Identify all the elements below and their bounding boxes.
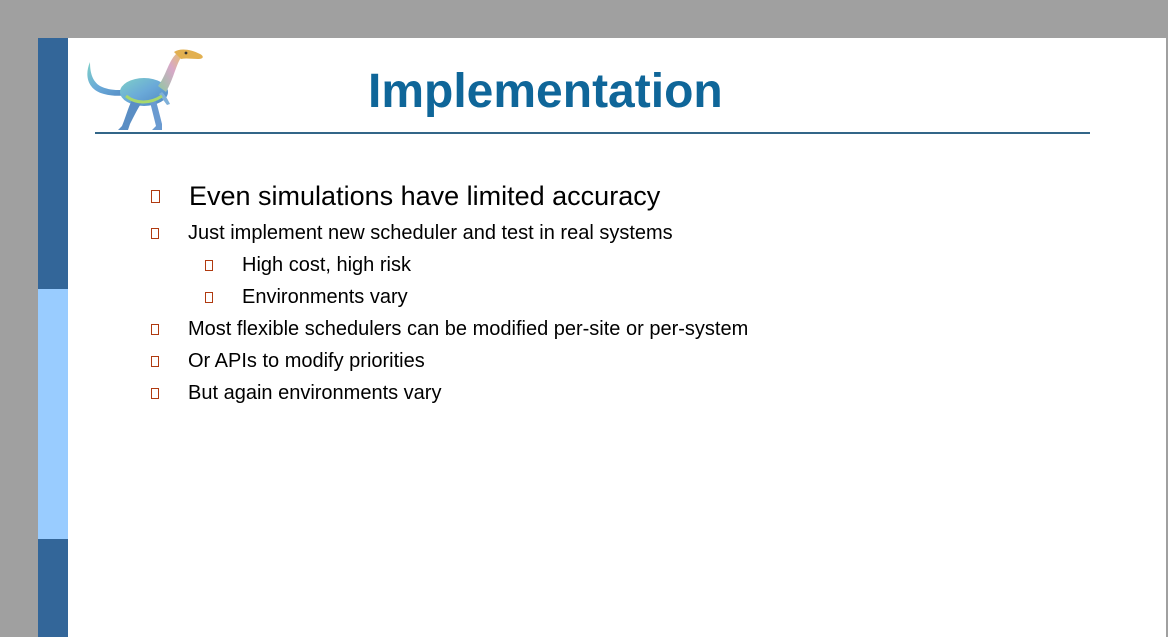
bullet-text: Most flexible schedulers can be modified… (188, 318, 749, 340)
accent-bar-bottom (38, 539, 68, 637)
bullet-item: But again environments vary (151, 382, 441, 405)
bullet-item: Most flexible schedulers can be modified… (151, 318, 748, 341)
slide: Implementation Even simulations have lim… (38, 38, 1166, 637)
bullet-item: Even simulations have limited accuracy (151, 181, 660, 212)
bullet-marker-icon (205, 260, 213, 271)
accent-bar-middle (38, 289, 68, 539)
sub-bullet-item: Environments vary (205, 286, 408, 309)
bullet-marker-icon (205, 292, 213, 303)
bullet-text: Environments vary (242, 286, 408, 308)
bullet-marker-icon (151, 388, 159, 399)
bullet-text: Or APIs to modify priorities (188, 350, 425, 372)
bullet-text: But again environments vary (188, 382, 442, 404)
left-accent-bar (38, 38, 68, 637)
slide-title: Implementation (368, 65, 723, 118)
bullet-marker-icon (151, 324, 159, 335)
bullet-marker-icon (151, 228, 159, 239)
bullet-item: Or APIs to modify priorities (151, 350, 425, 373)
dinosaur-icon (87, 49, 203, 130)
accent-bar-top (38, 38, 68, 289)
bullet-list: Even simulations have limited accuracy J… (38, 38, 1166, 637)
bullet-text: Just implement new scheduler and test in… (188, 222, 673, 244)
bullet-text: Even simulations have limited accuracy (189, 181, 661, 211)
bullet-item: Just implement new scheduler and test in… (151, 222, 673, 245)
bullet-marker-icon (151, 356, 159, 367)
title-underline (95, 132, 1090, 134)
sub-bullet-item: High cost, high risk (205, 254, 411, 277)
bullet-marker-icon (151, 190, 160, 203)
bullet-text: High cost, high risk (242, 254, 411, 276)
